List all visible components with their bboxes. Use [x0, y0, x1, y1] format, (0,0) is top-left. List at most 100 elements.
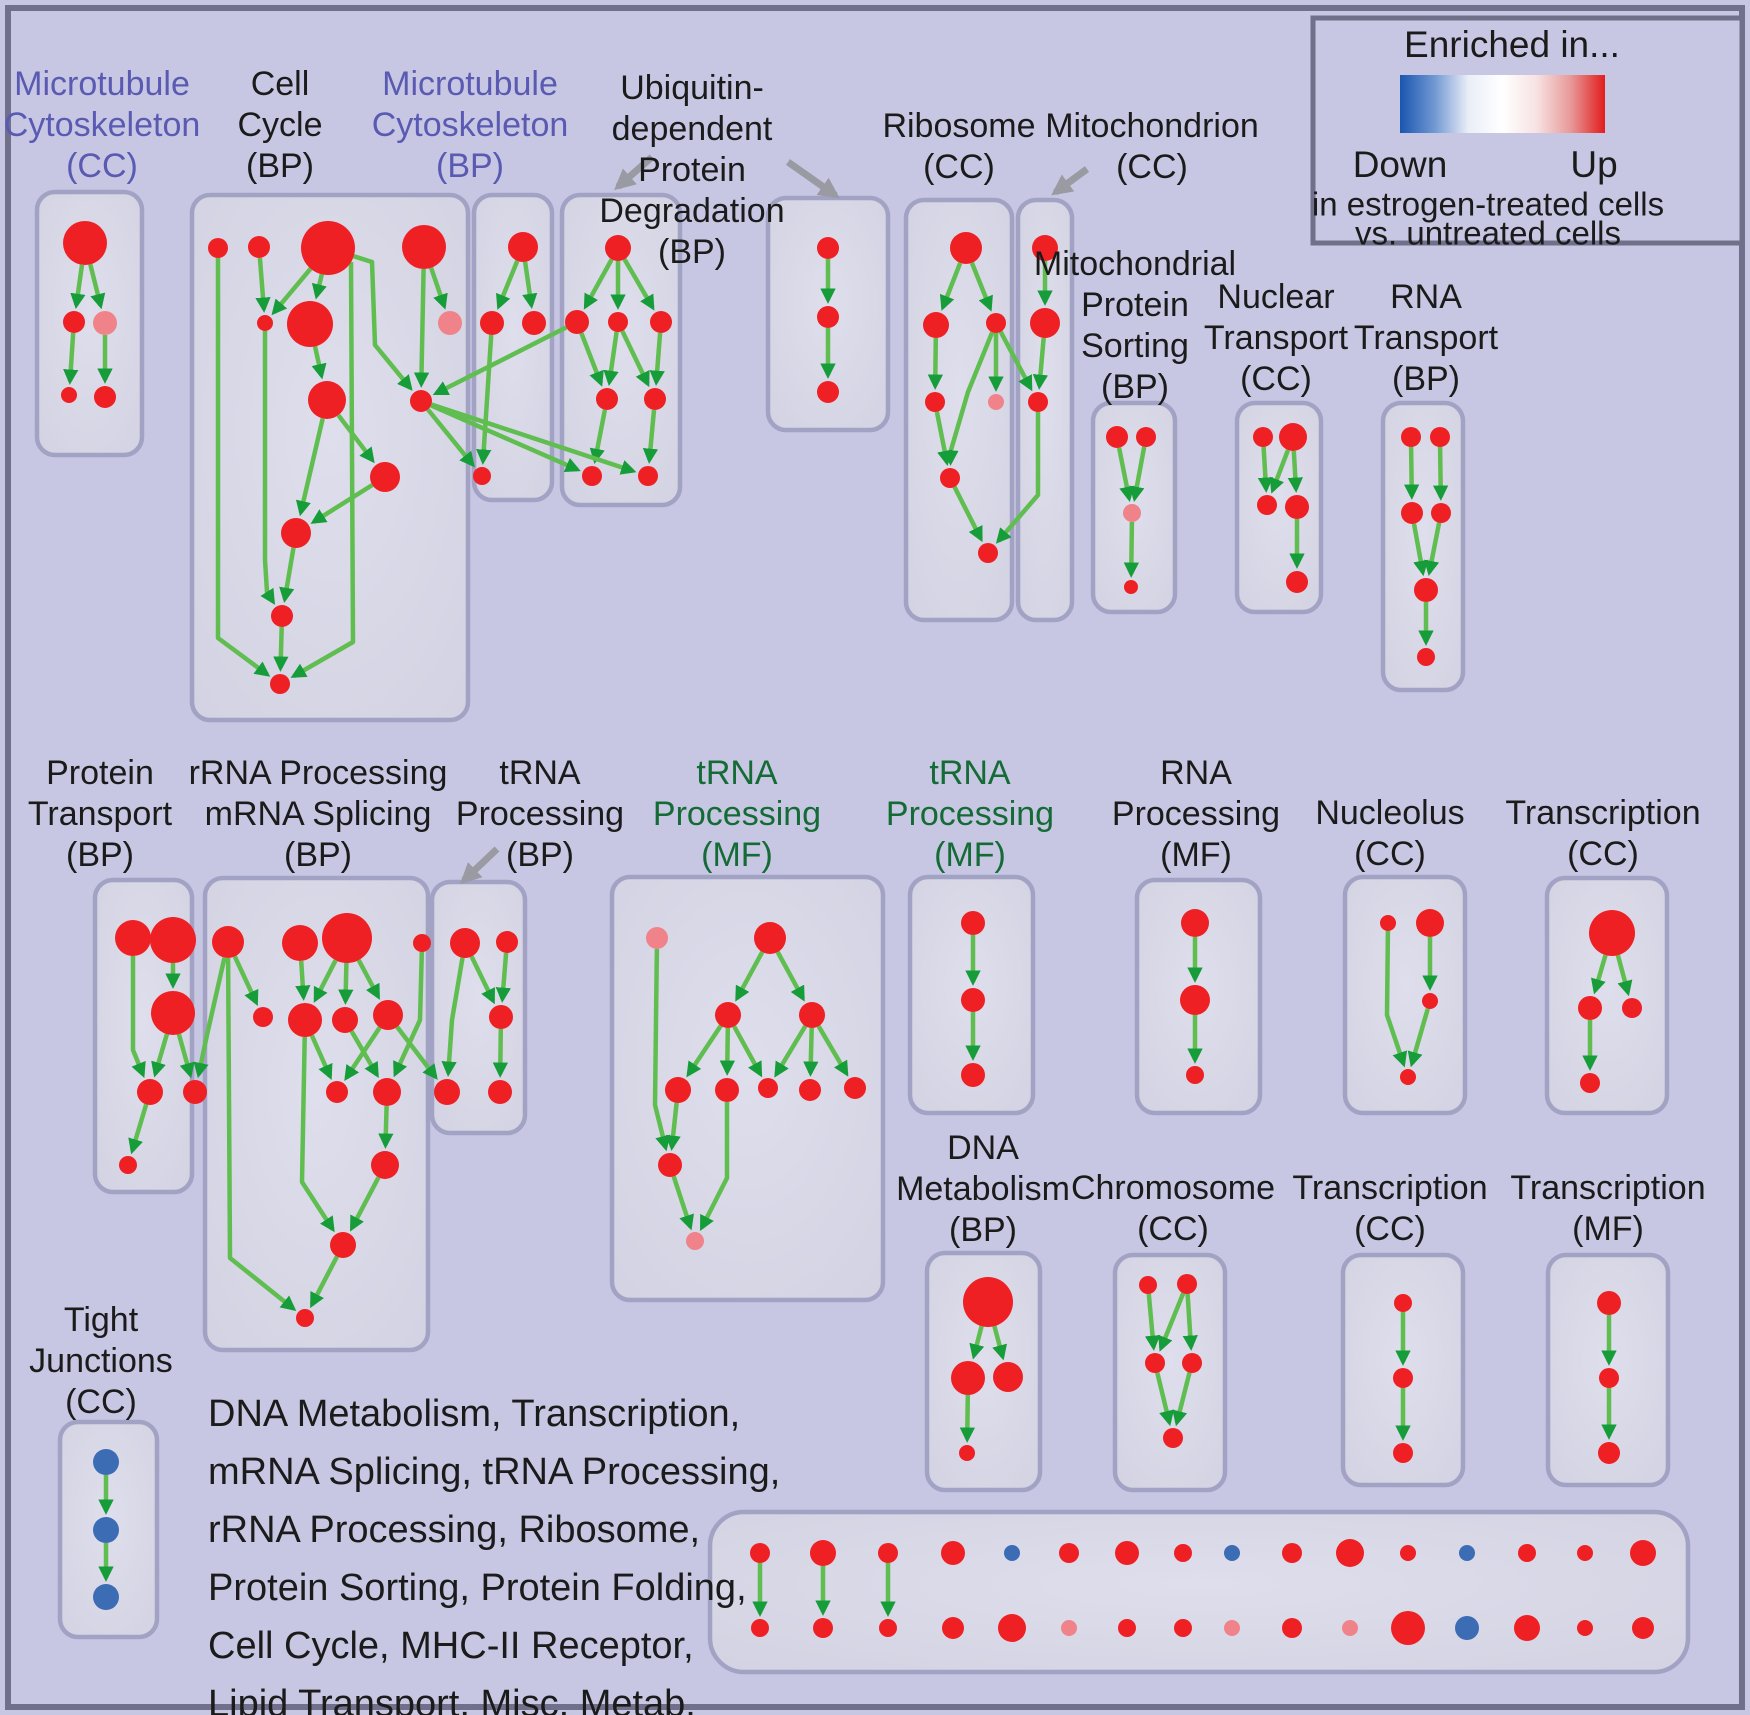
edge-arrow [353, 254, 413, 391]
edge-arrow [775, 950, 805, 1002]
box-label-nucleolus-cc: Nucleolus (CC) [1315, 794, 1464, 873]
edge-arrow [603, 331, 619, 386]
edge-arrow [349, 1030, 379, 1079]
gene-node-red [961, 911, 985, 935]
box-label-line: Cell [251, 65, 310, 103]
edge-arrow [939, 262, 963, 311]
gene-node-red [1028, 392, 1048, 412]
note-line: Protein Sorting, Protein Folding, [208, 1567, 747, 1609]
box-label-ribosome-cc: Ribosome (CC) [882, 107, 1035, 186]
box-label-line: dependent [612, 110, 773, 148]
box-label-line: (MF) [934, 836, 1006, 874]
edge-arrow [260, 331, 276, 605]
gene-node-red [257, 315, 273, 331]
gene-node-red [986, 313, 1006, 333]
box-label-line: (MF) [701, 836, 773, 874]
band-node-top [1174, 1544, 1192, 1562]
gene-node-red [940, 468, 960, 488]
edge-arrow [959, 1394, 976, 1443]
note-line: Cell Cycle, MHC-II Receptor, [208, 1625, 694, 1667]
box-label-rrna-processing-mrna-splicing-bp: rRNA Processing mRNA Splicing (BP) [189, 754, 448, 874]
cross-box-edge-arrow [426, 408, 475, 468]
box-label-line: DNA [947, 1129, 1019, 1167]
edge-arrow [1407, 1008, 1430, 1068]
edge-arrow [816, 1025, 849, 1077]
band-node-bottom [1224, 1620, 1240, 1636]
gene-node-pink [93, 311, 117, 335]
gene-node-red [1401, 427, 1421, 447]
box-label-trna-processing-mf-2: tRNA Processing (MF) [886, 754, 1054, 874]
gene-node-pink [686, 1232, 704, 1250]
gene-node-red [1030, 308, 1060, 338]
band-node-top [878, 1543, 898, 1563]
gene-node-red [287, 301, 333, 347]
edge-arrow [522, 261, 538, 309]
gene-node-red [923, 312, 949, 338]
gene-node-red [296, 1309, 314, 1327]
box-label-line: (BP) [506, 836, 574, 874]
gene-node-red [151, 991, 195, 1035]
edge-arrow [428, 267, 448, 310]
band-node-bottom [1342, 1620, 1358, 1636]
gene-node-red [963, 1277, 1013, 1327]
gene-node-red [978, 543, 998, 563]
box-label-dna-metabolism-bp: DNA Metabolism (BP) [896, 1129, 1070, 1249]
box-label-line: Protein [46, 754, 154, 792]
figure-border [5, 5, 1745, 1710]
mixed-terms-band [707, 1509, 1691, 1675]
gene-node-red [301, 221, 355, 275]
gene-node-red [332, 1007, 358, 1033]
edge-arrow [356, 959, 381, 1000]
edge-arrow [441, 957, 465, 1077]
box-label-line: Transport [1204, 319, 1349, 357]
gene-node-red [413, 934, 431, 952]
gene-node-red [1106, 426, 1128, 448]
box-label-line: Transport [1354, 319, 1499, 357]
box-label-ubiquitin-dependent-protein-degradation-bp: Ubiquitin-dependent Protein Degradation (BP… [599, 69, 784, 271]
gene-node-red [1257, 495, 1277, 515]
band-node-top [1224, 1545, 1240, 1561]
box-label-line: (MF) [1160, 836, 1232, 874]
box-label-line: (MF) [1572, 1210, 1644, 1248]
go-term-box-microtubule-cytoskeleton-cc [34, 189, 145, 458]
band-node-bottom [751, 1619, 769, 1637]
gene-node-red [489, 1005, 513, 1029]
box-label-line: Mitochondrial [1034, 245, 1236, 283]
edge-arrow [969, 1325, 985, 1360]
gene-node-red [1182, 1353, 1202, 1373]
gene-node-red [270, 674, 290, 694]
gene-node-red [271, 605, 293, 627]
gene-node-red [496, 931, 518, 953]
gene-node-red [1589, 910, 1635, 956]
box-label-line: Transcription [1292, 1169, 1487, 1207]
edge-arrow [311, 345, 327, 380]
gene-node-red [1598, 1442, 1620, 1464]
edge-arrow [1257, 446, 1274, 493]
legend-subtitle-2: vs. untreated cells [1355, 215, 1621, 252]
gene-node-red [1393, 1368, 1413, 1388]
band-node-top [1004, 1545, 1020, 1561]
box-label-line: Processing [653, 795, 821, 833]
band-node-top [1400, 1545, 1416, 1561]
gene-node-red [993, 1362, 1023, 1392]
box-label-line: (CC) [1137, 1210, 1209, 1248]
gene-node-red [1180, 985, 1210, 1015]
cluster-labels: Microtubule Cytoskeleton (CC)Cell Cycle (BP)… [4, 65, 1706, 1421]
box-label-line: Mitochondrion [1045, 107, 1259, 145]
edge-arrow [273, 626, 289, 672]
gene-node-red [1430, 427, 1450, 447]
edge-arrow [1384, 930, 1408, 1068]
cross-box-edge-arrow [430, 403, 581, 472]
gene-node-red [434, 1079, 460, 1105]
edge-arrow [232, 955, 259, 1006]
box-label-line: Processing [1112, 795, 1280, 833]
annotation-arrows [459, 154, 1090, 885]
band-node-top [1115, 1541, 1139, 1565]
box-label-line: (CC) [1240, 360, 1312, 398]
band-node-top [941, 1541, 965, 1565]
band-node-bottom [1391, 1611, 1425, 1645]
edge-arrow [1144, 1293, 1161, 1351]
gene-node-red [61, 387, 77, 403]
box-label-rna-processing-mf: RNA Processing (MF) [1112, 754, 1280, 874]
box-label-line: RNA [1160, 754, 1232, 792]
